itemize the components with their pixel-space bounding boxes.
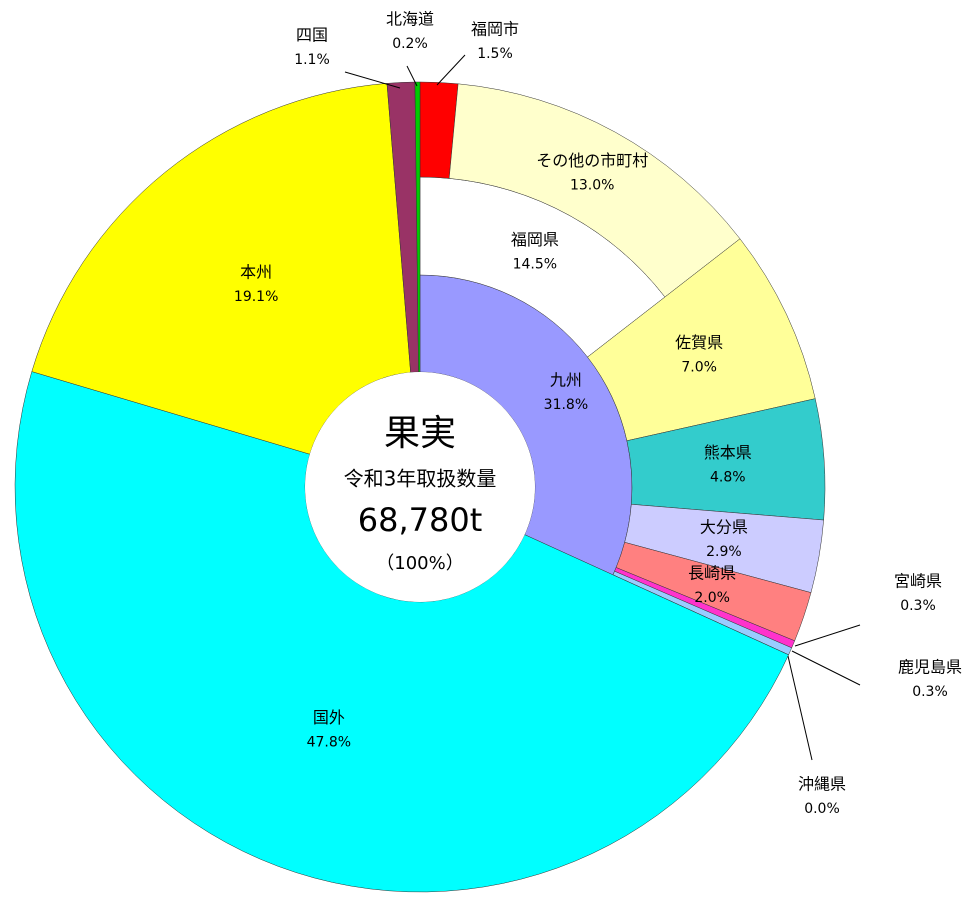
segment-name: その他の市町村: [536, 151, 648, 170]
segment-name: 国外: [313, 708, 345, 727]
segment-value: 0.3%: [900, 598, 936, 614]
segment-name: 熊本県: [704, 443, 752, 462]
leader-line: [791, 650, 861, 686]
center-share: （100%）: [376, 553, 463, 574]
segment-name: 九州: [550, 371, 582, 390]
center-hole: [305, 372, 535, 602]
leader-line: [344, 71, 401, 89]
center-subtitle: 令和3年取扱数量: [344, 467, 497, 491]
leader-line: [787, 655, 813, 761]
center-title: 果実: [384, 413, 456, 454]
segment-name: 鹿児島県: [898, 658, 962, 677]
segment-value: 4.8%: [710, 470, 746, 486]
leader-line: [406, 65, 418, 87]
segment-value: 14.5%: [513, 257, 557, 273]
segment-value: 31.8%: [544, 397, 588, 413]
segment-value: 19.1%: [234, 289, 278, 305]
segment-value: 0.2%: [392, 36, 428, 52]
segment-value: 1.1%: [294, 52, 330, 68]
segment-value: 1.5%: [477, 46, 513, 62]
leader-line: [436, 54, 466, 86]
segment-name: 沖縄県: [798, 775, 846, 794]
segment-name: 福岡市: [471, 20, 519, 39]
segment-name: 福岡県: [511, 230, 559, 249]
segment-name: 大分県: [700, 518, 748, 537]
segment-name: 四国: [296, 26, 328, 45]
segment-value: 7.0%: [681, 360, 717, 376]
segment-name: 北海道: [386, 10, 434, 29]
segment-name: 本州: [240, 263, 272, 282]
leader-line: [794, 624, 861, 647]
rings: [14, 81, 826, 893]
segment-value: 0.3%: [912, 684, 948, 700]
center-total: 68,780t: [358, 501, 483, 539]
segment-name: 長崎県: [688, 564, 736, 583]
segment-name: 佐賀県: [675, 333, 723, 352]
segment-name: 宮崎県: [894, 572, 942, 591]
segment-value: 13.0%: [570, 178, 614, 194]
segment-value: 47.8%: [307, 735, 351, 751]
segment-value: 0.0%: [804, 801, 840, 817]
segment-value: 2.0%: [694, 590, 730, 606]
segment-value: 2.9%: [706, 544, 742, 560]
